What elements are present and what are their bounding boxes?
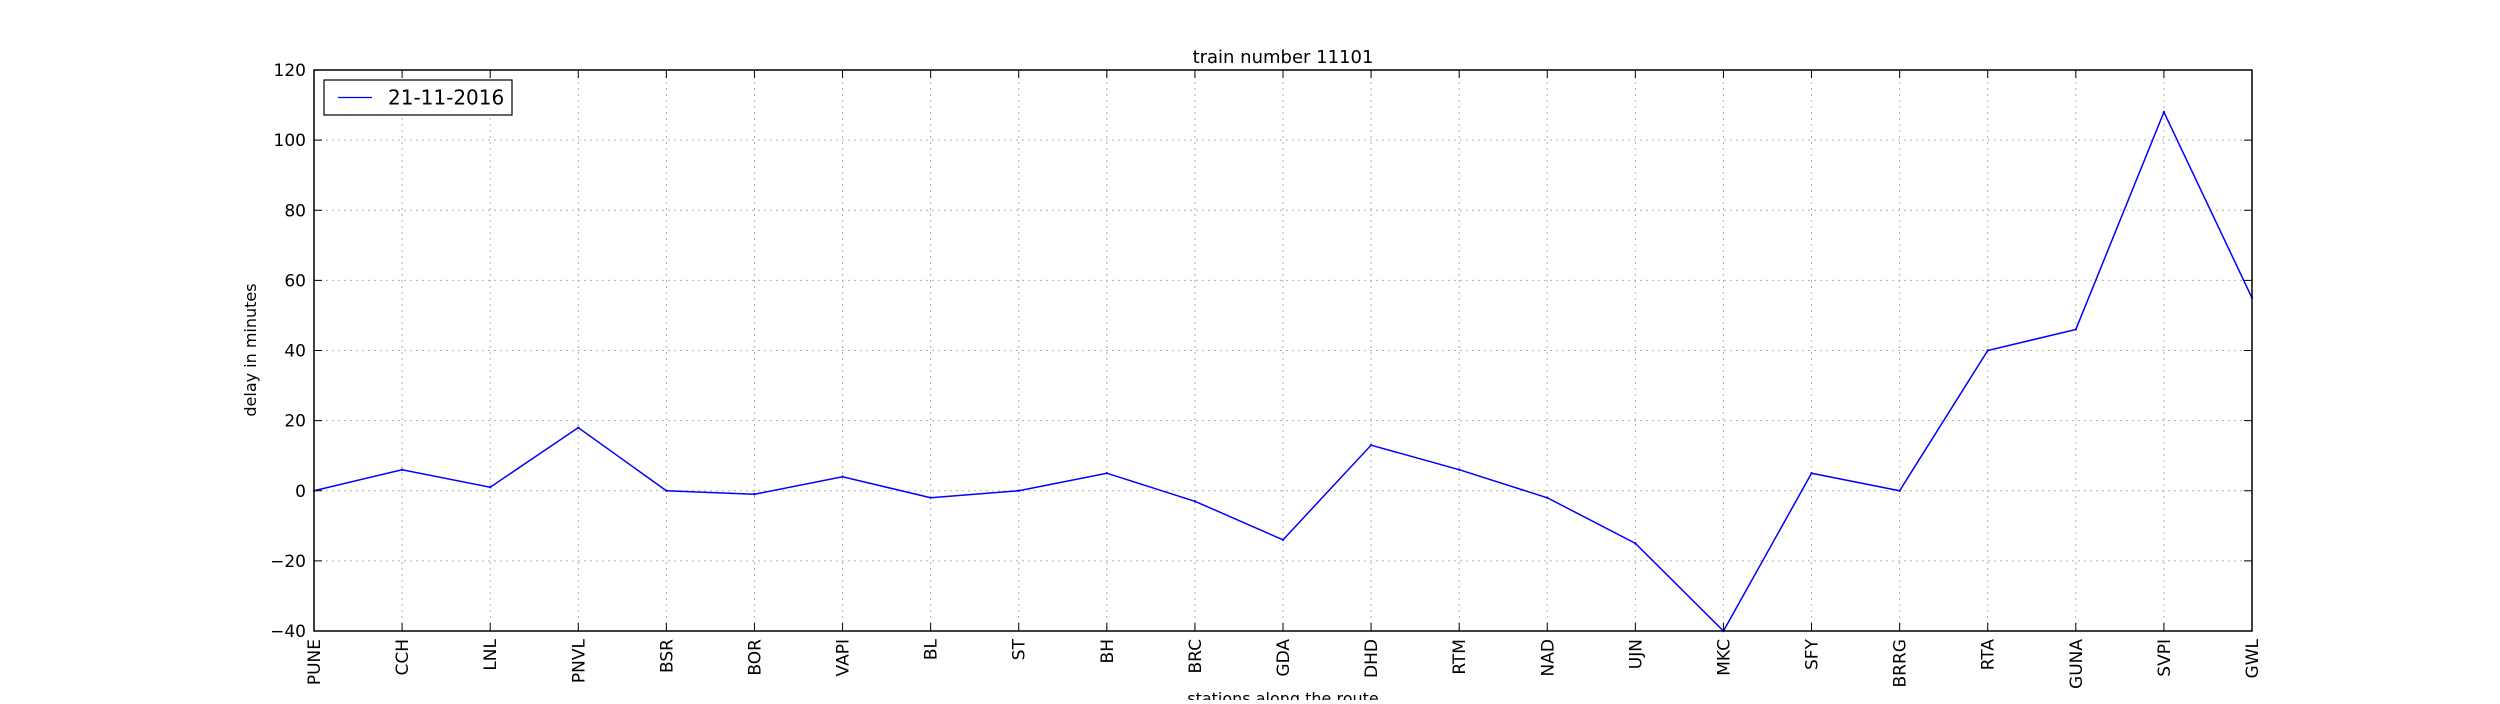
y-tick-label: 120 <box>274 61 306 81</box>
data-point <box>1193 500 1197 503</box>
x-tick-label: MKC <box>1714 639 1734 676</box>
x-axis-label: stations along the route <box>1187 689 1379 700</box>
x-tick-label: NAD <box>1538 639 1558 676</box>
x-tick-label: CCH <box>393 639 413 676</box>
x-tick-label: DHD <box>1362 639 1382 678</box>
legend-label: 21-11-2016 <box>388 86 504 110</box>
x-tick-label: BOR <box>745 639 765 676</box>
x-tick-label: BRC <box>1186 639 1206 674</box>
y-tick-label: 80 <box>284 201 306 221</box>
data-point <box>1898 489 1901 492</box>
data-point <box>929 496 932 499</box>
y-axis-label: delay in minutes <box>241 283 260 416</box>
x-tick-labels: PUNE CCH LNL PNVL BSR BOR VAPI BL ST BH BRC GDA DHD R… <box>305 638 2263 689</box>
data-point <box>577 426 580 429</box>
series-layer <box>312 110 2254 633</box>
legend: 21-11-2016 <box>323 79 513 116</box>
y-tick-label: 0 <box>295 482 306 502</box>
y-tick-labels: −40 −20 0 20 40 60 80 100 120 <box>270 61 306 642</box>
data-point <box>841 475 844 478</box>
data-point <box>488 486 492 489</box>
data-point <box>1017 489 1020 492</box>
x-tick-label: LNL <box>481 638 501 670</box>
data-point <box>2074 328 2078 331</box>
x-tick-label: BRRG <box>1891 639 1911 687</box>
x-tick-label: RTA <box>1979 639 1999 671</box>
x-tick-label: GUNA <box>2067 639 2087 689</box>
data-point <box>1457 468 1461 471</box>
x-tick-label: PNVL <box>569 638 589 683</box>
data-point <box>1810 472 1813 475</box>
data-point <box>753 493 756 496</box>
data-point <box>665 489 668 492</box>
x-tick-label: UJN <box>1626 639 1646 669</box>
y-tick-label: 20 <box>284 412 306 432</box>
data-point <box>1634 542 1637 545</box>
x-tick-label: BL <box>922 638 942 660</box>
y-tick-label: 100 <box>274 131 306 151</box>
chart-title: train number 11101 <box>1193 47 1374 68</box>
y-tick-label: 40 <box>284 342 306 362</box>
data-point <box>1105 472 1109 475</box>
data-point <box>1369 443 1373 447</box>
x-tick-label: GWL <box>2243 638 2263 678</box>
data-point <box>1986 349 1989 352</box>
y-tick-label: −20 <box>270 552 306 572</box>
data-point <box>2162 110 2166 114</box>
y-tick-label: 60 <box>284 271 306 291</box>
x-tick-label: ST <box>1010 638 1030 660</box>
x-tick-label: VAPI <box>834 639 854 676</box>
data-point <box>1546 496 1549 499</box>
x-tick-label: SFY <box>1803 638 1823 670</box>
x-tick-label: BSR <box>657 639 677 673</box>
x-tick-label: BH <box>1098 639 1118 663</box>
data-point <box>400 468 404 471</box>
x-tick-label: SVPI <box>2155 639 2175 677</box>
x-tick-label: GDA <box>1274 639 1294 677</box>
ticks <box>313 69 2253 632</box>
x-tick-label: PUNE <box>305 639 325 685</box>
y-tick-label: −40 <box>270 622 306 642</box>
x-tick-label: RTM <box>1450 639 1470 675</box>
data-point <box>1281 538 1285 542</box>
